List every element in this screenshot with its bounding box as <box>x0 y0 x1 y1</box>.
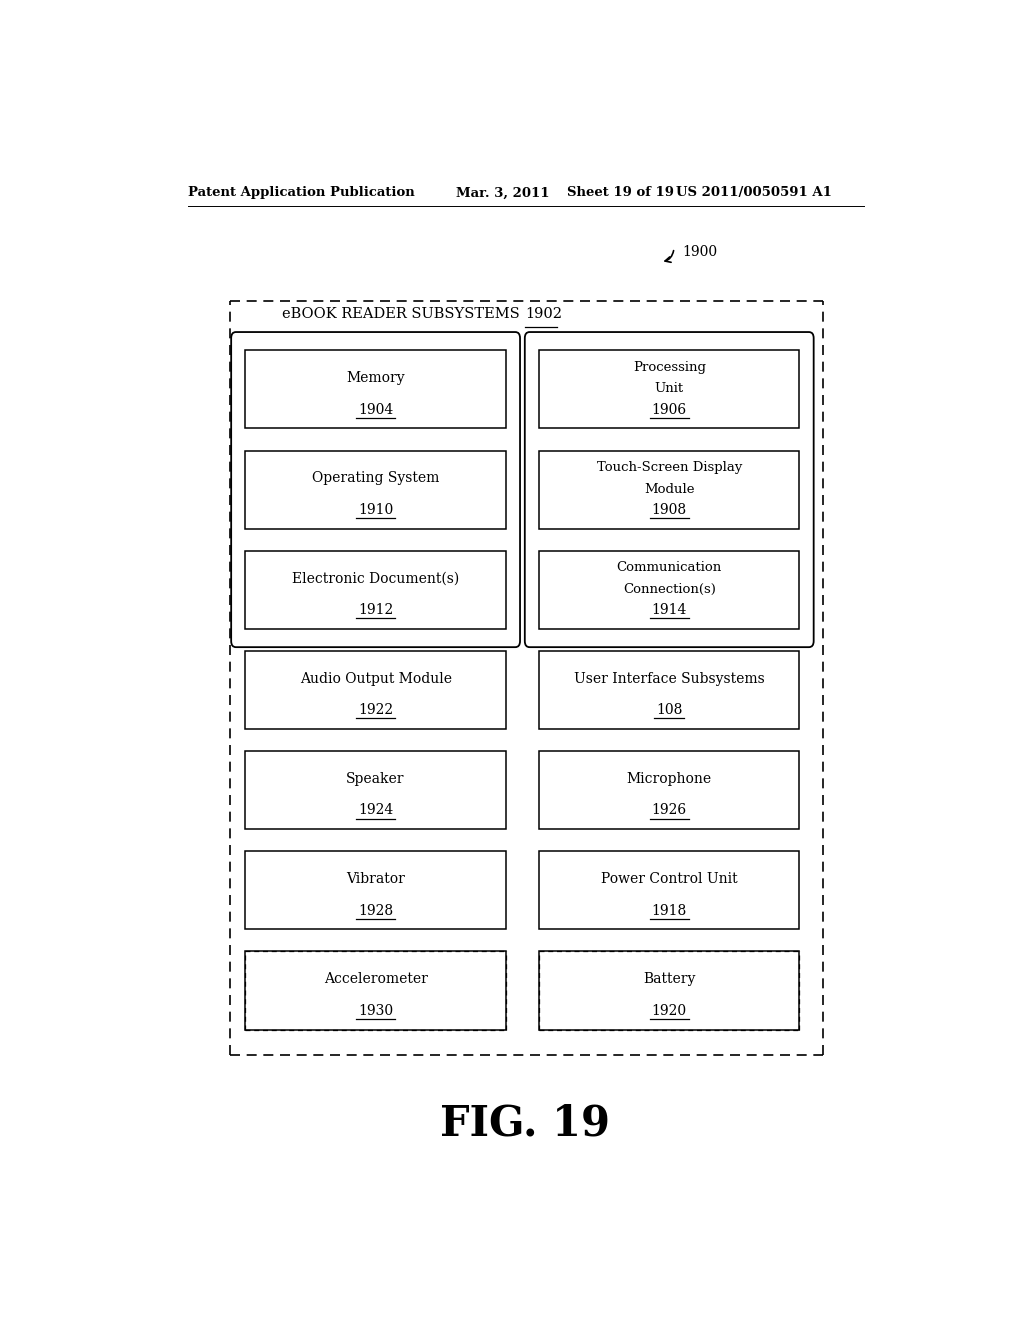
Text: 1914: 1914 <box>651 603 687 616</box>
Bar <box>246 350 506 429</box>
Bar <box>539 751 800 829</box>
Text: 1908: 1908 <box>651 503 687 517</box>
Text: Vibrator: Vibrator <box>346 873 406 886</box>
Text: Communication: Communication <box>616 561 722 574</box>
Text: 1902: 1902 <box>524 308 562 321</box>
Text: 1918: 1918 <box>651 904 687 917</box>
Text: 1928: 1928 <box>358 904 393 917</box>
Bar <box>539 851 800 929</box>
Text: 1922: 1922 <box>358 704 393 717</box>
Text: Touch-Screen Display: Touch-Screen Display <box>597 461 742 474</box>
Text: Sheet 19 of 19: Sheet 19 of 19 <box>567 186 674 199</box>
Text: Microphone: Microphone <box>627 772 712 785</box>
Text: 1906: 1906 <box>651 403 687 417</box>
Text: 108: 108 <box>656 704 682 717</box>
Text: Audio Output Module: Audio Output Module <box>300 672 452 686</box>
FancyBboxPatch shape <box>231 333 520 647</box>
Bar <box>246 450 506 529</box>
Bar <box>539 450 800 529</box>
Text: Electronic Document(s): Electronic Document(s) <box>292 572 459 586</box>
Text: User Interface Subsystems: User Interface Subsystems <box>573 672 765 686</box>
Text: Power Control Unit: Power Control Unit <box>601 873 737 886</box>
Text: Operating System: Operating System <box>312 471 439 486</box>
Text: 1926: 1926 <box>651 804 687 817</box>
Text: 1900: 1900 <box>682 246 717 259</box>
Text: Unit: Unit <box>654 383 684 396</box>
Bar <box>539 350 800 429</box>
Text: 1930: 1930 <box>358 1003 393 1018</box>
Bar <box>246 751 506 829</box>
Text: Accelerometer: Accelerometer <box>324 973 428 986</box>
Text: 1912: 1912 <box>358 603 393 616</box>
Text: Patent Application Publication: Patent Application Publication <box>187 186 415 199</box>
Text: eBOOK READER SUBSYSTEMS: eBOOK READER SUBSYSTEMS <box>282 308 524 321</box>
Bar <box>246 550 506 628</box>
Bar <box>539 952 800 1030</box>
Text: US 2011/0050591 A1: US 2011/0050591 A1 <box>676 186 831 199</box>
Text: 1904: 1904 <box>358 403 393 417</box>
Text: Memory: Memory <box>346 371 404 385</box>
Bar <box>539 550 800 628</box>
Text: Mar. 3, 2011: Mar. 3, 2011 <box>456 186 549 199</box>
Bar <box>246 651 506 729</box>
Text: 1910: 1910 <box>358 503 393 517</box>
Text: 1920: 1920 <box>651 1003 687 1018</box>
Text: 1924: 1924 <box>358 804 393 817</box>
Text: Module: Module <box>644 483 694 495</box>
Text: Connection(s): Connection(s) <box>623 583 716 595</box>
Text: Battery: Battery <box>643 973 695 986</box>
Text: FIG. 19: FIG. 19 <box>439 1104 610 1144</box>
Text: Processing: Processing <box>633 362 706 374</box>
Text: Speaker: Speaker <box>346 772 404 785</box>
FancyBboxPatch shape <box>524 333 814 647</box>
Bar <box>246 952 506 1030</box>
Bar <box>539 651 800 729</box>
Bar <box>246 851 506 929</box>
